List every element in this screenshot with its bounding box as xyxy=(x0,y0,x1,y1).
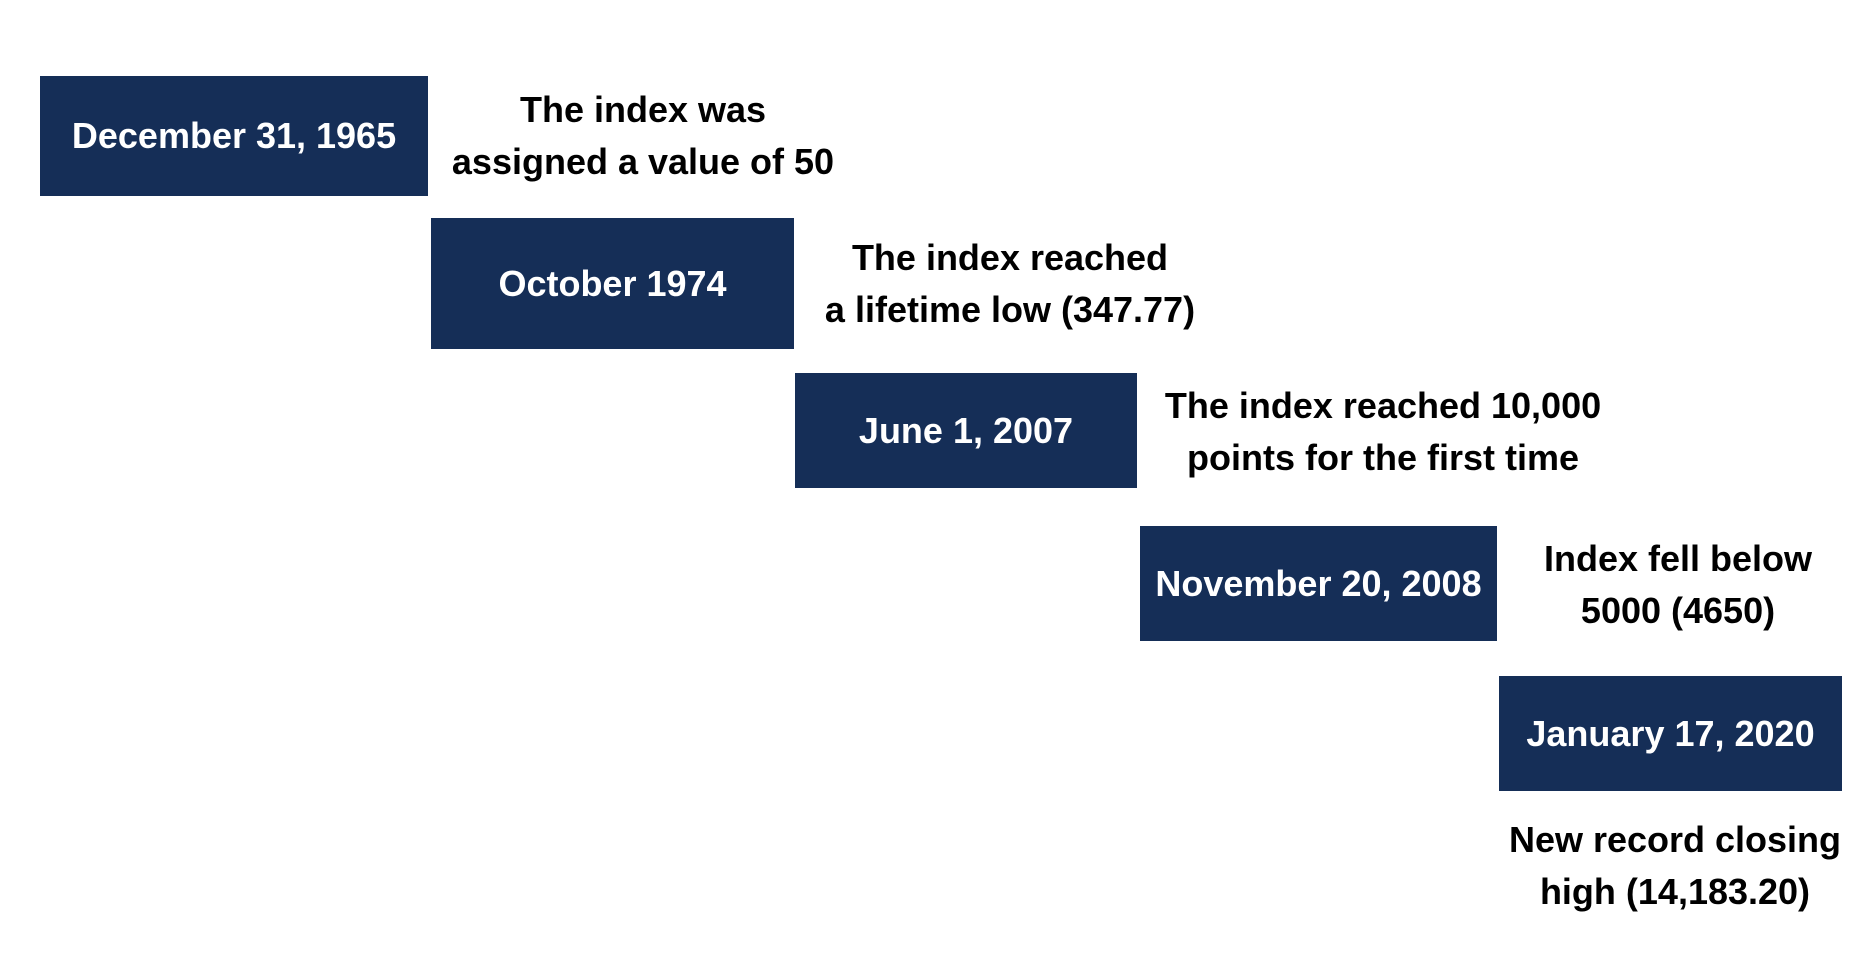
description-line: high (14,183.20) xyxy=(1539,871,1811,912)
event-description: Index fell below 5000 (4650) xyxy=(1544,533,1812,637)
event-description: New record closing high (14,183.20) xyxy=(1509,814,1841,918)
description-line: The index was xyxy=(519,89,767,130)
date-box: January 17, 2020 xyxy=(1499,676,1842,791)
description-line: a lifetime low (347.77) xyxy=(824,289,1196,330)
event-description: The index reached a lifetime low (347.77) xyxy=(825,232,1195,336)
description-line: The index reached 10,000 xyxy=(1164,385,1602,426)
description-line: New record closing xyxy=(1508,819,1842,860)
event-description: The index reached 10,000 points for the f… xyxy=(1165,380,1601,484)
date-box: June 1, 2007 xyxy=(795,373,1137,488)
description-line: assigned a value of 50 xyxy=(451,141,835,182)
description-line: points for the first time xyxy=(1186,437,1579,478)
description-line: Index fell below xyxy=(1543,538,1813,579)
date-box: December 31, 1965 xyxy=(40,76,428,196)
date-box: November 20, 2008 xyxy=(1140,526,1497,641)
date-box: October 1974 xyxy=(431,218,794,349)
description-line: The index reached xyxy=(851,237,1169,278)
event-description: The index was assigned a value of 50 xyxy=(452,84,834,188)
description-line: 5000 (4650) xyxy=(1580,590,1776,631)
